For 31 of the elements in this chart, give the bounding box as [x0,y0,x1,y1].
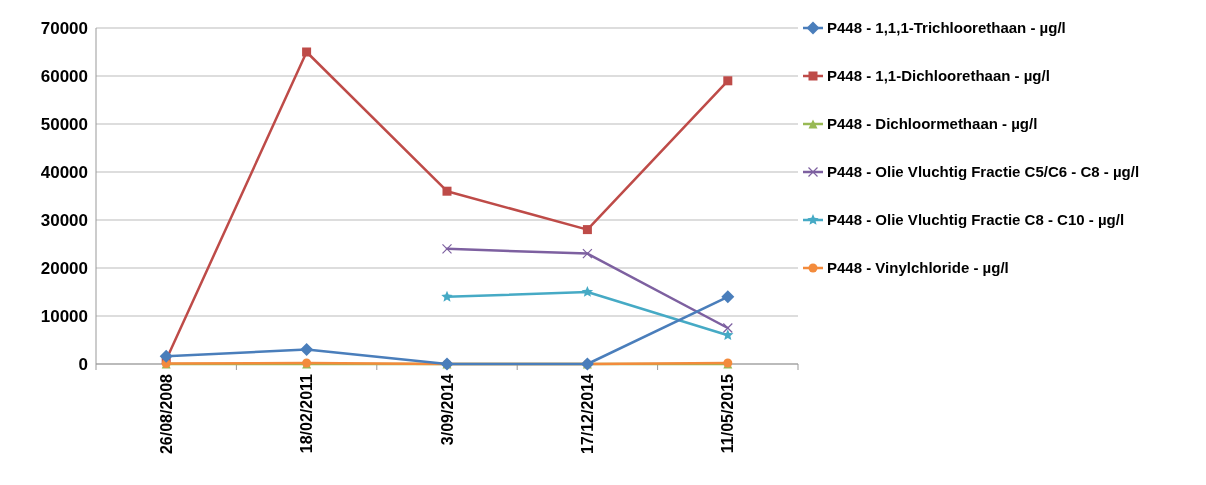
point [159,349,173,363]
y-tick-label: 10000 [40,306,88,326]
point [723,76,733,86]
point [441,290,453,302]
point [582,225,592,235]
point [722,322,733,334]
y-tick-label: 0 [78,354,88,374]
point [302,47,312,57]
legend-label: P448 - Dichloormethaan - µg/l [827,115,1038,132]
legend-label: P448 - 1,1,1-Trichloorethaan - µg/l [827,19,1066,36]
point [581,286,594,297]
y-tick-label: 70000 [40,18,88,38]
y-tick-label: 40000 [40,162,88,182]
x-tick-label: 18/02/2011 [298,373,316,454]
legend-label: P448 - Olie Vluchtig Fractie C8 - C10 - µg/l [827,211,1125,228]
x-tick-label: 17/12/2014 [579,373,596,455]
x-tick-label: 3/09/2014 [438,373,456,446]
y-tick-label: 20000 [40,258,88,278]
legend-label: P448 - 1,1-Dichloorethaan - µg/l [827,67,1050,84]
point [582,248,593,259]
point [441,243,453,254]
x-tick-label: 26/08/2008 [157,373,175,455]
y-tick-label: 30000 [40,210,88,230]
point [300,343,314,357]
legend-label: P448 - Olie Vluchtig Fractie C5/C6 - C8 - µg/l [827,163,1140,180]
point [442,186,452,196]
y-tick-label: 60000 [40,66,88,86]
y-tick-label: 50000 [40,114,88,134]
x-tick-label: 11/05/2015 [719,373,737,454]
legend-label: P448 - Vinylchloride - µg/l [827,259,1009,276]
point [721,290,735,304]
